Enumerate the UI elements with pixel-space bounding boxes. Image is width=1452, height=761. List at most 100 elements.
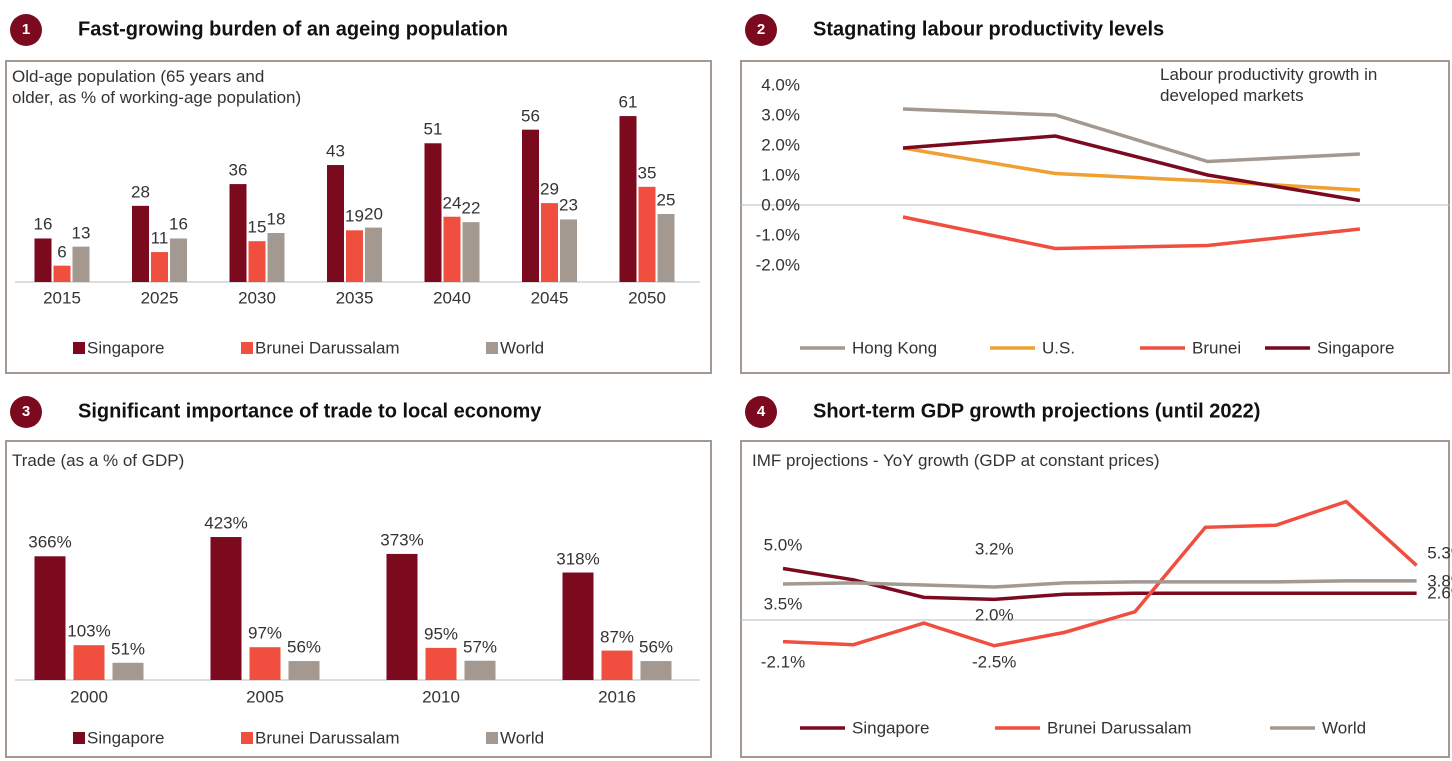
data-label: 15: [247, 217, 267, 237]
x-tick-label: 2040: [433, 288, 471, 308]
bar: [73, 645, 105, 680]
x-tick-label: 2020f: [0, 189, 726, 207]
legend-label: World: [500, 338, 545, 358]
chart-title: Short-term GDP growth projections (until…: [813, 400, 1261, 423]
line-series: [902, 107, 1360, 164]
x-tick-label: 2015-16 (Annual): [0, 45, 726, 63]
bar: [425, 647, 457, 680]
bar: [424, 143, 442, 282]
panel-number: 3: [10, 396, 42, 428]
x-tick-label: 2017f: [0, 135, 726, 153]
bar: [443, 216, 461, 282]
x-tick-label: 2010-15 (CAGR): [0, 27, 726, 45]
data-label: 19: [345, 206, 364, 226]
data-label: 23: [559, 195, 578, 215]
data-label: 2.0%: [974, 605, 1014, 625]
data-label: 36: [228, 160, 248, 180]
bar: [151, 252, 168, 282]
x-tick-label: 2010: [422, 687, 460, 707]
data-label: 6: [57, 242, 67, 262]
y-tick-label: -2.0%: [755, 255, 800, 275]
chart-title: Fast-growing burden of an ageing populat…: [78, 18, 508, 41]
data-label: 43: [326, 141, 345, 161]
legend-label: Brunei: [1192, 338, 1242, 358]
legend-label: Singapore: [87, 338, 165, 358]
y-tick-label: 4.0%: [761, 75, 800, 95]
panel: [740, 60, 1450, 374]
x-tick-label: 2000-05 (CAGR): [0, 0, 726, 9]
x-tick-label: 2022f: [0, 225, 726, 243]
x-tick-label: 2005-10 (CAGR): [0, 9, 726, 27]
data-label: 366%: [28, 532, 72, 552]
x-tick-label: 2015: [43, 288, 81, 308]
data-label: 423%: [204, 513, 248, 533]
bar: [386, 553, 418, 680]
data-label: 28: [131, 182, 150, 202]
bar: [464, 660, 496, 680]
panel: [5, 60, 712, 374]
data-label: 56%: [286, 637, 322, 657]
line-series: [902, 134, 1361, 203]
annotation: Labour productivity growth in developed …: [1160, 65, 1378, 105]
x-tick-label: 2021f: [0, 207, 726, 225]
data-label: 103%: [67, 621, 111, 641]
legend-swatch: [486, 342, 498, 354]
bar: [541, 203, 558, 282]
x-tick-label: 2005: [246, 687, 284, 707]
line-series: [782, 579, 1417, 589]
panel-number: 2: [745, 14, 777, 46]
line-series: [782, 499, 1418, 648]
data-label: 25: [656, 190, 676, 210]
legend-swatch: [241, 732, 253, 744]
data-label: 51: [423, 119, 443, 139]
data-label: 3.5%: [763, 594, 803, 614]
line-series: [782, 566, 1417, 602]
bar: [327, 165, 344, 282]
bar: [346, 230, 363, 282]
data-label: 16: [33, 214, 53, 234]
bar: [34, 238, 52, 282]
legend-label: World: [500, 728, 545, 748]
legend-label: Hong Kong: [852, 338, 938, 358]
legend-label: Brunei Darussalam: [255, 728, 400, 748]
x-tick-label: 2035: [335, 288, 374, 308]
legend-swatch: [486, 732, 498, 744]
x-tick-label: 2013: [0, 63, 726, 81]
bar: [34, 556, 66, 680]
panel-number: 4: [745, 396, 777, 428]
bar: [657, 214, 675, 282]
data-label: 97%: [247, 623, 283, 643]
data-label: 3.8%: [1427, 571, 1452, 591]
legend-swatch: [241, 342, 253, 354]
panel: [740, 440, 1450, 758]
legend-label: Singapore: [1317, 338, 1395, 358]
legend-label: Brunei Darussalam: [255, 338, 400, 358]
bar: [170, 238, 187, 282]
bar: [638, 186, 656, 282]
chart-subtitle: Trade (as a % of GDP): [12, 451, 185, 470]
bar: [53, 265, 71, 282]
bar: [560, 219, 577, 282]
data-label: 35: [637, 163, 657, 183]
data-label: 16: [169, 214, 188, 234]
x-tick-label: 2000: [70, 687, 108, 707]
x-tick-label: 2018f: [0, 153, 726, 171]
y-tick-label: 3.0%: [761, 105, 800, 125]
data-label: 5.3%: [1427, 543, 1452, 563]
chart-title: Stagnating labour productivity levels: [813, 18, 1165, 41]
y-tick-label: -1.0%: [755, 225, 800, 245]
x-tick-label: 2014: [0, 81, 726, 99]
data-label: -2.1%: [760, 652, 806, 672]
line-series: [902, 146, 1361, 192]
data-label: 318%: [556, 549, 600, 569]
data-label: 373%: [380, 530, 424, 550]
bar: [522, 129, 539, 282]
bar: [601, 650, 633, 680]
panel-number: 1: [10, 14, 42, 46]
data-label: 56: [521, 106, 540, 126]
legend-label: Singapore: [87, 728, 165, 748]
data-label: 22: [461, 198, 481, 218]
bar: [72, 246, 90, 282]
data-label: 57%: [462, 637, 498, 657]
